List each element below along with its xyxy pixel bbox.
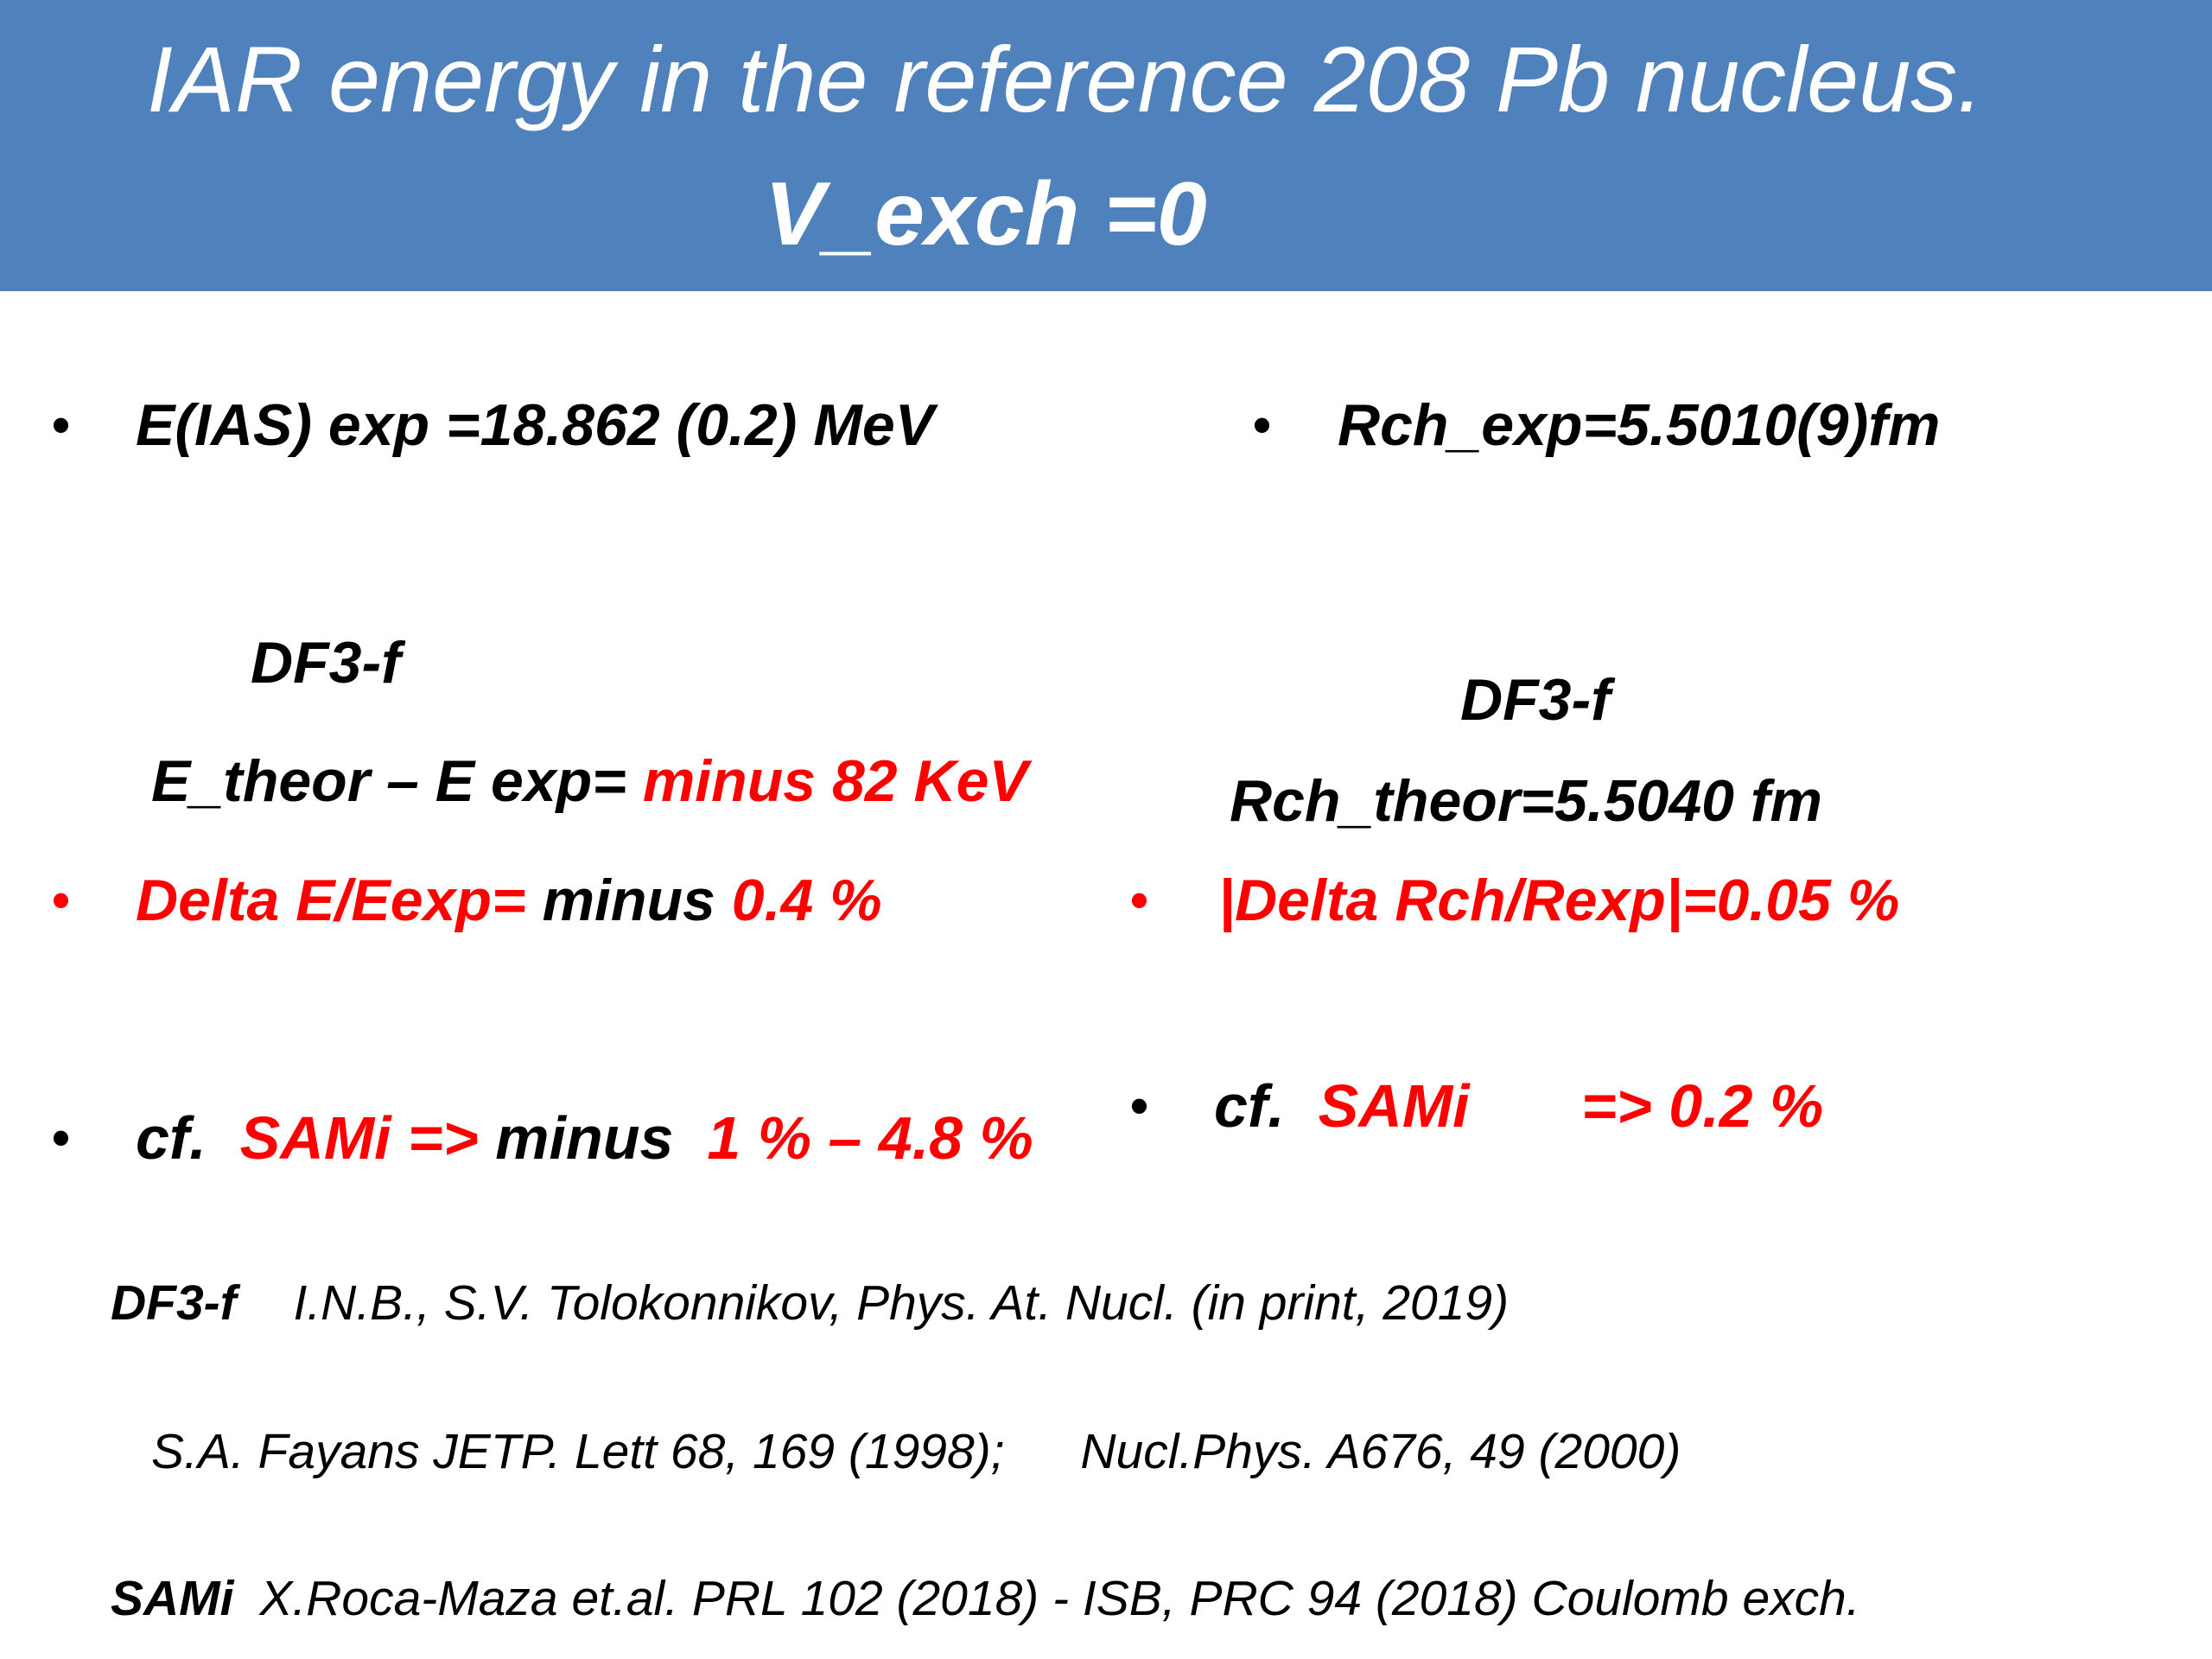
cf-label: cf. — [1214, 1072, 1285, 1140]
bullet-marker: • — [1130, 1077, 1149, 1135]
cf-label: cf. — [136, 1104, 207, 1172]
reference-fayans-2: Nucl.Phys. A676, 49 (2000) — [1080, 1424, 1681, 1479]
delta-energy-value: 0.4 % — [731, 868, 882, 933]
cf-sami-label: SAMi => — [239, 1104, 479, 1172]
reference-fayans: S.A. Fayans JETP. Lett 68, 169 (1998); N… — [151, 1421, 1681, 1482]
reference-sami-text: X.Roca-Maza et.al. PRL 102 (2018) - ISB,… — [259, 1571, 1860, 1626]
reference-fayans-1: S.A. Fayans JETP. Lett 68, 169 (1998); — [151, 1424, 1005, 1479]
reference-df3-text: I.N.B., S.V. Tolokonnikov, Phys. At. Nuc… — [293, 1275, 1510, 1331]
energy-difference: E_theor – E exp= minus 82 KeV — [151, 745, 1028, 817]
slide-subtitle: V_exch =0 — [765, 164, 1207, 264]
reference-df3: DF3-f I.N.B., S.V. Tolokonnikov, Phys. A… — [111, 1273, 1509, 1333]
df3-label-left: DF3-f — [251, 630, 401, 696]
energy-difference-value: minus 82 KeV — [642, 748, 1028, 814]
delta-energy-label: Delta E/Eexp= — [136, 868, 526, 933]
eias-exp-value: E(IAS) exp =18.862 (0.2) MeV — [136, 392, 935, 458]
bullet-marker-red: • — [1130, 871, 1149, 929]
slide-title: IAR energy in the reference 208 Pb nucle… — [147, 27, 1984, 131]
cf-sami-label: SAMi — [1318, 1072, 1470, 1140]
rch-exp-value: Rch_exp=5.5010(9)fm — [1338, 392, 1941, 458]
bullet-marker: • — [52, 396, 71, 454]
cf-minus: minus — [495, 1104, 674, 1172]
title-banner: IAR energy in the reference 208 Pb nucle… — [0, 0, 2212, 291]
energy-difference-label: E_theor – E exp= — [151, 748, 626, 814]
rch-theor-value: Rch_theor=5.5040 fm — [1230, 768, 1822, 834]
cf-sami-right: cf. SAMi => 0.2 % — [1214, 1070, 1823, 1142]
delta-energy: Delta E/Eexp= minus 0.4 % — [136, 864, 882, 937]
delta-energy-minus: minus — [542, 868, 715, 933]
reference-df3-label: DF3-f — [111, 1275, 237, 1331]
reference-sami-label: SAMi — [111, 1571, 234, 1626]
reference-sami: SAMi X.Roca-Maza et.al. PRL 102 (2018) -… — [111, 1568, 1860, 1629]
cf-range: 1 % – 4.8 % — [707, 1104, 1033, 1172]
bullet-marker: • — [52, 1109, 71, 1166]
cf-sami-left: cf. SAMi => minus 1 % – 4.8 % — [136, 1102, 1033, 1174]
bullet-marker-red: • — [52, 871, 71, 929]
df3-label-right: DF3-f — [1460, 667, 1611, 733]
cf-value: => 0.2 % — [1581, 1072, 1824, 1140]
bullet-marker: • — [1253, 396, 1272, 454]
delta-rch: |Delta Rch/Rexp|=0.05 % — [1218, 868, 1900, 933]
